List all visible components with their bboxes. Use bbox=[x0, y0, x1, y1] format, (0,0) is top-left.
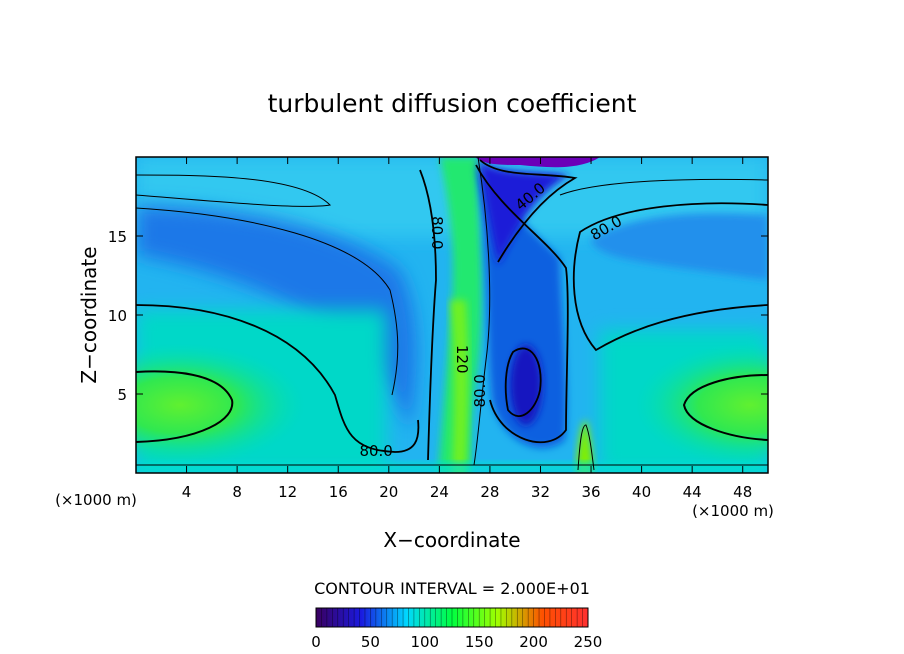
colorbar-tick-label: 200 bbox=[519, 633, 548, 651]
colorbar-tick-label: 50 bbox=[361, 633, 380, 651]
contour-40-upper bbox=[479, 159, 578, 263]
y-axis-label: Z−coordinate bbox=[77, 246, 101, 383]
x-tick-label: 28 bbox=[480, 483, 499, 501]
contour-right-upper bbox=[559, 178, 768, 196]
contour-left-core bbox=[136, 370, 234, 443]
contour-label: 80.0 bbox=[471, 374, 489, 407]
contour-label: 80.0 bbox=[359, 442, 392, 460]
y-tick-label: 5 bbox=[117, 386, 127, 404]
x-tick-label: 8 bbox=[232, 483, 242, 501]
x-tick-label: 36 bbox=[581, 483, 600, 501]
contour-right-80 bbox=[572, 202, 768, 352]
x-axis-ticks: 4 8 12 16 20 24 28 32 36 40 44 48 bbox=[182, 157, 752, 501]
colorbar-tick-label: 250 bbox=[574, 633, 603, 651]
contour-plume-west bbox=[419, 169, 437, 461]
contour-upper-left bbox=[136, 207, 399, 396]
x-tick-label: 16 bbox=[329, 483, 348, 501]
x-unit-left: (×1000 m) bbox=[55, 491, 137, 509]
contour-interval-caption: CONTOUR INTERVAL = 2.000E+01 bbox=[314, 579, 590, 598]
heatmap-field bbox=[136, 157, 768, 473]
contour-label: 80.0 bbox=[428, 216, 446, 249]
y-tick-label: 10 bbox=[108, 307, 127, 325]
colorbar-ticks: 0 50 100 150 200 250 bbox=[311, 633, 602, 651]
x-tick-label: 12 bbox=[278, 483, 297, 501]
colorbar: 0 50 100 150 200 250 bbox=[311, 607, 602, 651]
contour-top-left bbox=[136, 174, 332, 207]
contour-right-plume bbox=[577, 424, 595, 471]
contour-left-80 bbox=[136, 304, 420, 453]
x-tick-label: 40 bbox=[632, 483, 651, 501]
x-tick-label: 32 bbox=[531, 483, 550, 501]
contour-label: 120 bbox=[453, 345, 471, 374]
x-tick-label: 48 bbox=[733, 483, 752, 501]
x-unit-right: (×1000 m) bbox=[692, 502, 774, 520]
colorbar-tick-label: 0 bbox=[311, 633, 321, 651]
contour-plume-east bbox=[473, 157, 491, 466]
x-tick-label: 4 bbox=[182, 483, 192, 501]
y-axis-ticks: 5 10 15 bbox=[108, 228, 768, 404]
x-tick-label: 24 bbox=[430, 483, 449, 501]
x-tick-label: 20 bbox=[379, 483, 398, 501]
contour-40-core bbox=[504, 347, 542, 417]
chart-title: turbulent diffusion coefficient bbox=[268, 89, 637, 118]
contour-lines bbox=[136, 157, 768, 471]
x-tick-label: 44 bbox=[683, 483, 702, 501]
y-tick-label: 15 bbox=[108, 228, 127, 246]
colorbar-tick-label: 150 bbox=[465, 633, 494, 651]
colorbar-stripes bbox=[315, 608, 589, 627]
contour-right-core bbox=[682, 374, 768, 441]
x-axis-label: X−coordinate bbox=[383, 528, 520, 552]
colorbar-tick-label: 100 bbox=[410, 633, 439, 651]
